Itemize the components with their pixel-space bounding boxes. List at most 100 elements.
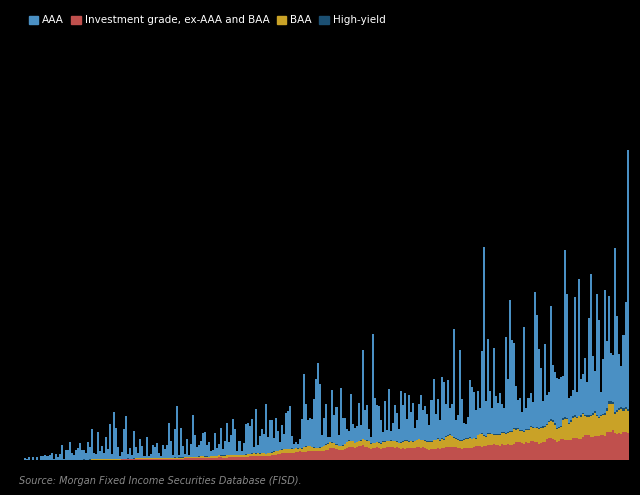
Bar (152, 459, 154, 460)
Bar (335, 449, 337, 460)
Bar (552, 365, 554, 420)
Bar (65, 450, 67, 460)
Bar (325, 445, 328, 450)
Bar (366, 440, 368, 441)
Bar (481, 447, 483, 460)
Bar (374, 397, 376, 443)
Bar (501, 444, 503, 460)
Bar (166, 459, 168, 460)
Bar (422, 447, 424, 460)
Bar (220, 455, 222, 457)
Bar (376, 447, 378, 460)
Bar (291, 448, 293, 453)
Bar (558, 379, 560, 427)
Bar (228, 443, 230, 455)
Bar (317, 448, 319, 451)
Bar (452, 447, 455, 460)
Bar (552, 439, 554, 460)
Bar (517, 442, 520, 460)
Bar (538, 429, 540, 444)
Bar (376, 405, 378, 442)
Bar (592, 437, 594, 460)
Bar (384, 401, 386, 441)
Bar (495, 396, 497, 434)
Bar (174, 457, 176, 459)
Bar (232, 419, 234, 455)
Bar (150, 458, 152, 459)
Bar (527, 443, 529, 460)
Bar (560, 440, 562, 460)
Bar (576, 417, 578, 418)
Bar (337, 446, 340, 450)
Bar (222, 455, 225, 458)
Bar (457, 439, 459, 440)
Bar (273, 438, 275, 451)
Bar (236, 450, 239, 455)
Bar (138, 458, 140, 459)
Bar (330, 443, 332, 448)
Bar (190, 444, 192, 457)
Bar (386, 430, 388, 441)
Bar (251, 456, 253, 460)
Bar (602, 414, 604, 415)
Bar (426, 441, 428, 442)
Bar (49, 455, 51, 460)
Bar (140, 459, 141, 460)
Bar (471, 439, 473, 440)
Bar (133, 431, 136, 458)
Bar (426, 449, 428, 460)
Bar (558, 427, 560, 428)
Bar (580, 379, 582, 415)
Bar (435, 440, 436, 441)
Bar (378, 447, 380, 460)
Bar (445, 404, 447, 436)
Bar (625, 409, 627, 432)
Bar (283, 434, 285, 449)
Bar (234, 457, 236, 460)
Bar (178, 457, 180, 459)
Bar (428, 442, 431, 449)
Bar (129, 459, 131, 460)
Bar (154, 459, 156, 460)
Bar (606, 408, 609, 410)
Bar (541, 442, 543, 460)
Bar (497, 434, 499, 435)
Bar (319, 447, 321, 451)
Bar (228, 455, 230, 457)
Bar (311, 447, 313, 451)
Bar (550, 306, 552, 419)
Bar (546, 424, 548, 425)
Bar (113, 459, 115, 460)
Bar (111, 454, 113, 459)
Bar (168, 458, 170, 459)
Bar (499, 446, 501, 460)
Bar (420, 448, 422, 460)
Bar (534, 292, 536, 428)
Bar (370, 444, 372, 449)
Bar (445, 447, 447, 460)
Bar (301, 448, 303, 452)
Bar (433, 441, 435, 449)
Bar (440, 438, 443, 439)
Bar (239, 455, 241, 457)
Bar (360, 446, 362, 460)
Bar (141, 446, 143, 458)
Bar (283, 453, 285, 460)
Bar (236, 457, 239, 460)
Bar (358, 402, 360, 441)
Bar (176, 458, 178, 459)
Bar (438, 440, 440, 441)
Bar (524, 444, 525, 460)
Bar (172, 455, 174, 458)
Bar (455, 439, 457, 447)
Bar (532, 427, 534, 428)
Bar (273, 455, 275, 460)
Bar (576, 418, 578, 438)
Bar (497, 435, 499, 445)
Bar (428, 425, 431, 441)
Bar (61, 445, 63, 460)
Bar (119, 459, 121, 460)
Bar (390, 447, 392, 460)
Bar (485, 437, 487, 446)
Bar (366, 441, 368, 447)
